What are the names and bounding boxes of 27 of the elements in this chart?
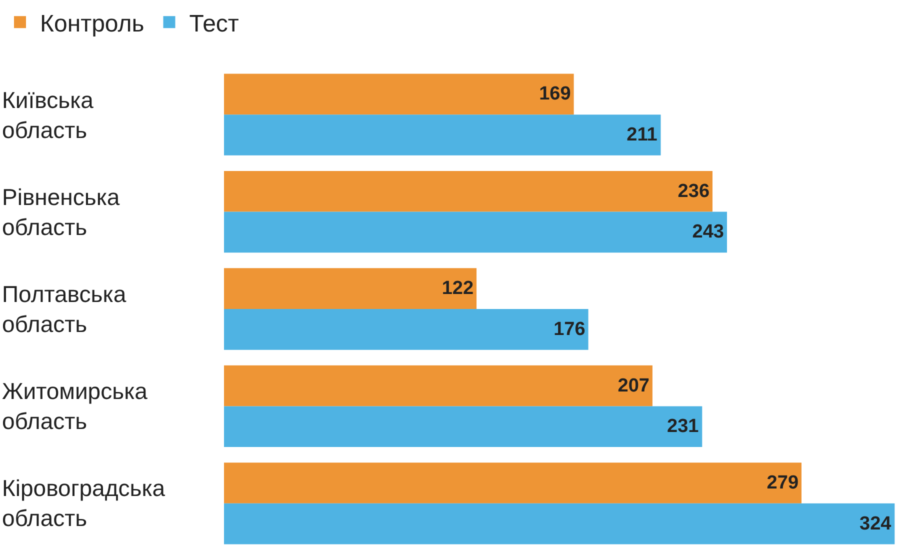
bar	[224, 406, 702, 448]
legend-label: Тест	[189, 10, 239, 38]
data-label: 207	[618, 375, 650, 396]
bar	[224, 170, 712, 212]
bar	[224, 462, 802, 504]
bar	[224, 212, 727, 253]
data-label: 169	[539, 84, 571, 105]
y-tick-label: Рівненська область	[2, 184, 120, 240]
y-tick-label: Житомирська область	[2, 378, 148, 434]
data-label: 279	[766, 472, 798, 494]
y-tick-label: Кіровоградська область	[2, 475, 166, 531]
data-label: 236	[678, 180, 710, 202]
data-label: 324	[860, 513, 892, 534]
bar	[224, 365, 652, 406]
legend-label: Контроль	[40, 10, 144, 38]
data-label: 243	[692, 222, 724, 243]
bar	[224, 309, 588, 350]
data-label: 231	[667, 416, 700, 438]
y-tick-label: Полтавська область	[2, 281, 126, 337]
y-tick-label: Київська область	[2, 87, 94, 143]
data-label: 211	[626, 124, 658, 146]
bar	[224, 503, 895, 544]
bar	[224, 74, 574, 115]
bar	[224, 114, 661, 156]
data-label: 176	[554, 318, 586, 340]
bar	[224, 268, 477, 309]
data-label: 122	[442, 278, 474, 300]
